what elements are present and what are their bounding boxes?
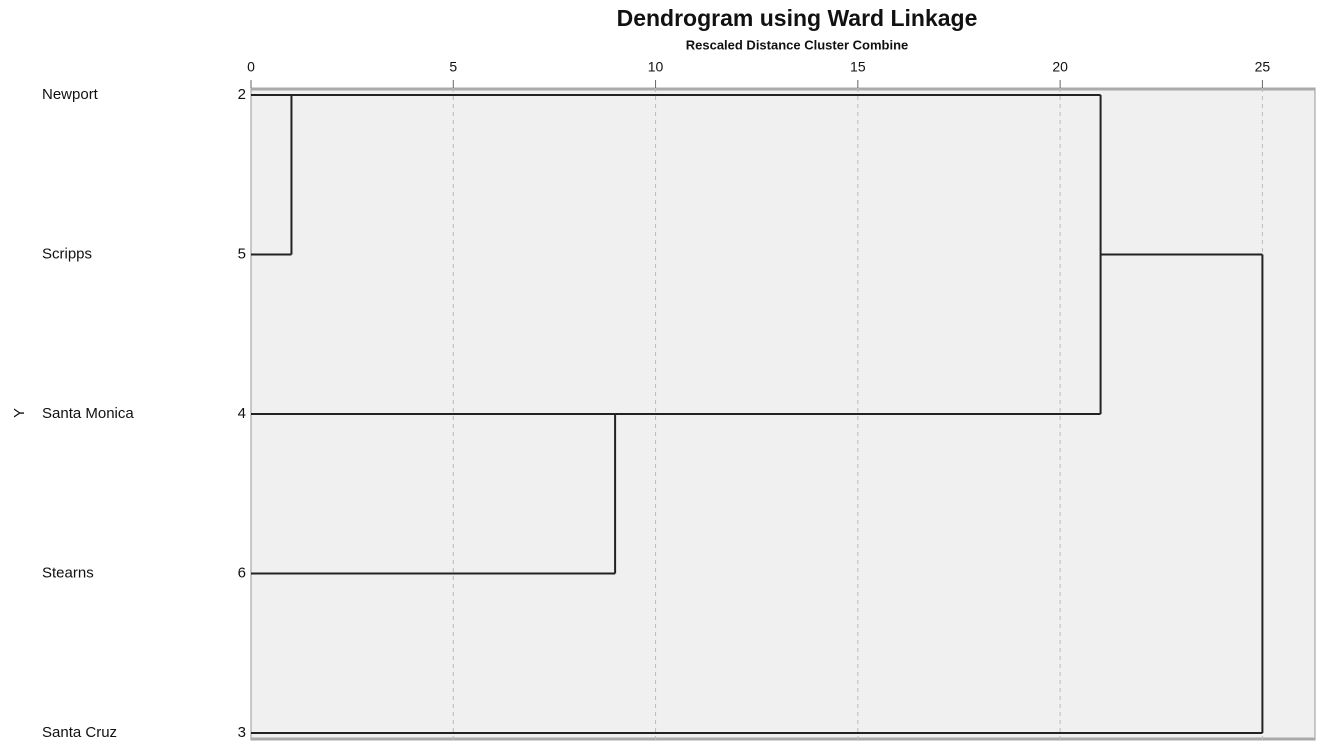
leaf-case: 3 xyxy=(238,724,246,741)
leaf-case: 5 xyxy=(238,245,246,262)
leaf-case: 4 xyxy=(238,405,246,422)
y-axis-label: Y xyxy=(11,408,28,418)
leaf-case: 6 xyxy=(238,564,246,581)
x-tick-label: 10 xyxy=(648,59,664,75)
x-tick-label: 25 xyxy=(1255,59,1271,75)
x-tick-label: 15 xyxy=(850,59,866,75)
leaf-case: 2 xyxy=(238,86,246,103)
chart-subtitle: Rescaled Distance Cluster Combine xyxy=(686,37,909,52)
leaf-label: Santa Cruz xyxy=(42,724,117,741)
leaf-label: Santa Monica xyxy=(42,405,134,422)
x-tick-label: 5 xyxy=(449,59,457,75)
x-tick-label: 0 xyxy=(247,59,255,75)
leaf-label: Stearns xyxy=(42,564,94,581)
chart-title: Dendrogram using Ward Linkage xyxy=(617,5,978,31)
leaf-label: Scripps xyxy=(42,245,92,262)
x-tick-label: 20 xyxy=(1052,59,1068,75)
leaf-label: Newport xyxy=(42,86,99,103)
